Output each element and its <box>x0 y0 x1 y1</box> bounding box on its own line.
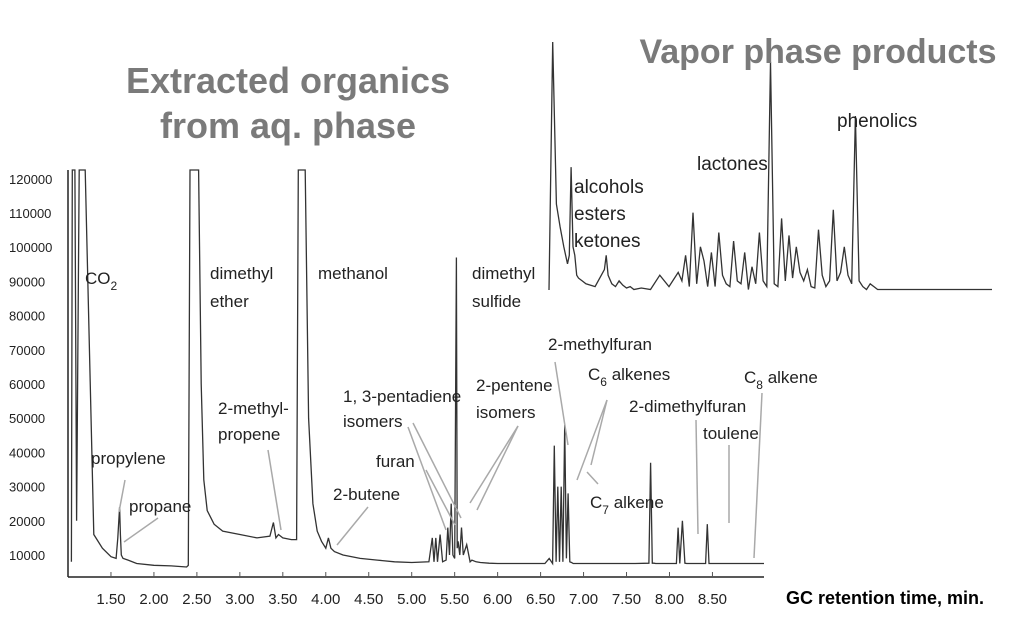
label-propane: propane <box>129 497 191 516</box>
x-tick-label: 6.00 <box>483 591 512 608</box>
label-pentadiene-2: isomers <box>343 412 403 431</box>
x-tick-labels: 1.50 2.00 2.50 3.00 3.50 4.00 4.50 5.00 5.50 6.00… <box>96 572 727 608</box>
label-furan: furan <box>376 452 415 471</box>
y-tick-label: 20000 <box>9 514 45 529</box>
x-tick-label: 7.50 <box>612 591 641 608</box>
label-ketones: ketones <box>574 231 641 252</box>
main-title-line-2: from aq. phase <box>160 105 416 146</box>
label-2-butene: 2-butene <box>333 485 400 504</box>
label-2-pentene-2: isomers <box>476 403 536 422</box>
label-dimethyl-ether-1: dimethyl <box>210 264 273 283</box>
label-methanol: methanol <box>318 264 388 283</box>
main-title-line-1: Extracted organics <box>126 60 450 101</box>
x-tick-label: 2.50 <box>182 591 211 608</box>
leader-propylene <box>118 479 126 513</box>
y-tick-label: 60000 <box>9 377 45 392</box>
label-propylene: propylene <box>91 449 166 468</box>
label-pentadiene-1: 1, 3-pentadiene <box>343 387 461 406</box>
y-tick-label: 50000 <box>9 411 45 426</box>
label-co2: CO2 <box>85 269 118 293</box>
x-tick-label: 8.50 <box>698 591 727 608</box>
y-tick-label: 30000 <box>9 480 45 495</box>
label-esters: esters <box>574 204 626 225</box>
x-tick-label: 1.50 <box>96 591 125 608</box>
leader-lines <box>118 361 763 559</box>
x-tick-label: 4.50 <box>354 591 383 608</box>
leader-2-methylfuran <box>554 361 569 446</box>
y-tick-label: 110000 <box>9 206 51 221</box>
vapor-phase-inset: Vapor phase products alcohols esters ket… <box>548 33 997 291</box>
y-tick-label: 90000 <box>9 274 45 289</box>
y-tick-label: 120000 <box>9 172 52 187</box>
x-tick-label: 3.50 <box>268 591 297 608</box>
axes: 120000 110000 100000 90000 80000 70000 60000 50… <box>9 170 984 608</box>
label-alcohols: alcohols <box>574 177 644 198</box>
leader-pentadiene-b <box>407 426 447 531</box>
leader-c8 <box>753 392 763 559</box>
label-lactones: lactones <box>697 154 768 175</box>
leader-pentene-b <box>476 425 519 511</box>
y-tick-labels: 120000 110000 100000 90000 80000 70000 60000 50… <box>9 172 52 563</box>
label-dimethyl-sulfide-1: dimethyl <box>472 264 535 283</box>
label-dimethyl-sulfide-2: sulfide <box>472 292 521 311</box>
label-2-dimethylfuran: 2-dimethylfuran <box>629 397 746 416</box>
y-tick-label: 80000 <box>9 309 45 324</box>
vapor-phase-trace <box>548 41 992 291</box>
y-tick-label: 70000 <box>9 343 45 358</box>
label-dimethyl-ether-2: ether <box>210 292 249 311</box>
label-c7-alkene: C7 alkene <box>590 493 664 517</box>
label-2-pentene-1: 2-pentene <box>476 376 553 395</box>
label-2-methyl-propene-1: 2-methyl- <box>218 399 289 418</box>
label-2-methyl-propene-2: propene <box>218 425 280 444</box>
label-c8-alkene: C8 alkene <box>744 368 818 392</box>
aqueous-phase-trace <box>70 169 764 568</box>
label-toulene: toulene <box>703 424 759 443</box>
leader-pentadiene-a <box>412 422 462 519</box>
leader-c6-a <box>576 399 608 481</box>
leader-propane <box>123 517 159 543</box>
y-tick-label: 10000 <box>9 548 45 563</box>
x-tick-label: 2.00 <box>139 591 168 608</box>
vapor-phase-title: Vapor phase products <box>639 33 996 71</box>
x-axis-title: GC retention time, min. <box>786 588 984 608</box>
label-phenolics: phenolics <box>837 111 917 132</box>
y-tick-label: 40000 <box>9 445 45 460</box>
leader-c6-b <box>590 399 608 466</box>
y-tick-label: 100000 <box>9 240 52 255</box>
x-tick-label: 4.00 <box>311 591 340 608</box>
leader-2-butene <box>336 506 369 546</box>
leader-c7 <box>586 471 599 485</box>
main-title: Extracted organics from aq. phase <box>126 60 450 146</box>
x-tick-label: 8.00 <box>655 591 684 608</box>
x-tick-label: 5.50 <box>440 591 469 608</box>
x-tick-label: 7.00 <box>569 591 598 608</box>
annotations: CO2 propylene propane dimethyl ether 2-m… <box>85 264 818 517</box>
leader-furan <box>425 469 456 526</box>
leader-pentene-a <box>469 425 519 504</box>
leader-2-methyl-propene <box>267 449 282 531</box>
leader-2-dimethylfuran <box>695 419 699 535</box>
x-tick-label: 3.00 <box>225 591 254 608</box>
x-tick-label: 6.50 <box>526 591 555 608</box>
label-2-methylfuran: 2-methylfuran <box>548 335 652 354</box>
label-c6-alkenes: C6 alkenes <box>588 365 670 389</box>
x-tick-label: 5.00 <box>397 591 426 608</box>
